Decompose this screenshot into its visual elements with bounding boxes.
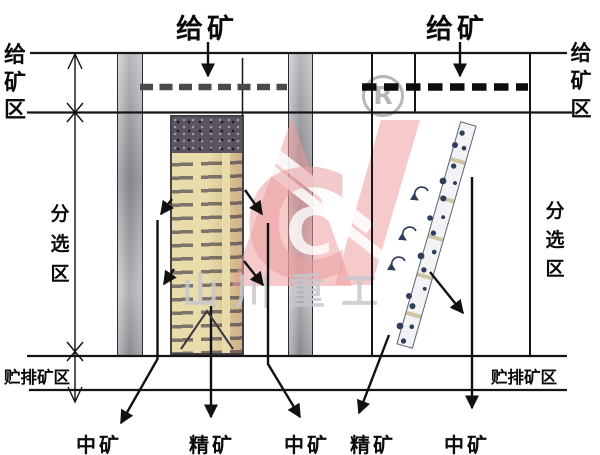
particle-dot [417, 252, 425, 260]
feed-label-right: 给矿 [426, 14, 488, 45]
dimension-cross-icon [66, 102, 84, 123]
outlet-label-concentrate-1: 精矿 [189, 433, 235, 455]
feed-label-left: 给矿 [176, 14, 238, 45]
zone-label-discharge-left: 贮排矿区 [4, 368, 70, 387]
flow-arrows [119, 42, 479, 425]
particle-dot [406, 293, 412, 299]
belt-particles [396, 142, 458, 330]
jig-bed-column [170, 115, 244, 355]
middling-outlet-arrow-icon [119, 220, 159, 425]
zone-label-discharge-right: 贮排矿区 [491, 368, 557, 387]
particle-dot [439, 177, 447, 185]
dimension-cross-icon [66, 341, 84, 362]
zone-boundary-lines [27, 51, 572, 392]
zone-label-feed-left: 给矿区 [3, 43, 26, 123]
dimension-arrow-down-icon [67, 386, 83, 404]
structural-vertical-lines [241, 53, 531, 356]
outlet-label-middling-1: 中矿 [76, 433, 122, 455]
belt-side-arrow-icon [429, 271, 464, 315]
feed-material-layer [172, 117, 242, 153]
dimension-arrow-up-icon [67, 52, 83, 70]
side-discharge-arrow-icon [163, 268, 177, 286]
side-discharge-arrow-icon [160, 198, 175, 216]
concentrate-outlet-arrow-icon [356, 334, 391, 415]
zone-label-separation-left: 分选区 [50, 203, 70, 285]
zone-label-separation-right: 分选区 [545, 200, 565, 280]
particle-dot [396, 322, 404, 330]
zone-dimension-chain [66, 52, 84, 404]
left-pipe-column [117, 53, 143, 356]
tumble-arrow-icon [386, 256, 406, 271]
middling-outlet-arrow-icon [266, 223, 302, 419]
outlet-label-middling-2: 中矿 [284, 433, 330, 455]
side-discharge-arrow-icon [244, 189, 263, 216]
side-discharge-arrow-icon [243, 260, 264, 287]
zone-label-feed-right: 给矿区 [570, 41, 592, 121]
tumble-arrow-icon [409, 186, 429, 201]
discharge-cone-chevron [180, 309, 234, 350]
particle-dot [452, 142, 458, 148]
stratified-bed-layer [172, 153, 242, 353]
particle-dot [427, 215, 433, 221]
outlet-label-concentrate-2: 精矿 [350, 433, 396, 455]
outlet-label-middling-3: 中矿 [444, 433, 490, 455]
tumble-arrow-icon [397, 226, 417, 241]
